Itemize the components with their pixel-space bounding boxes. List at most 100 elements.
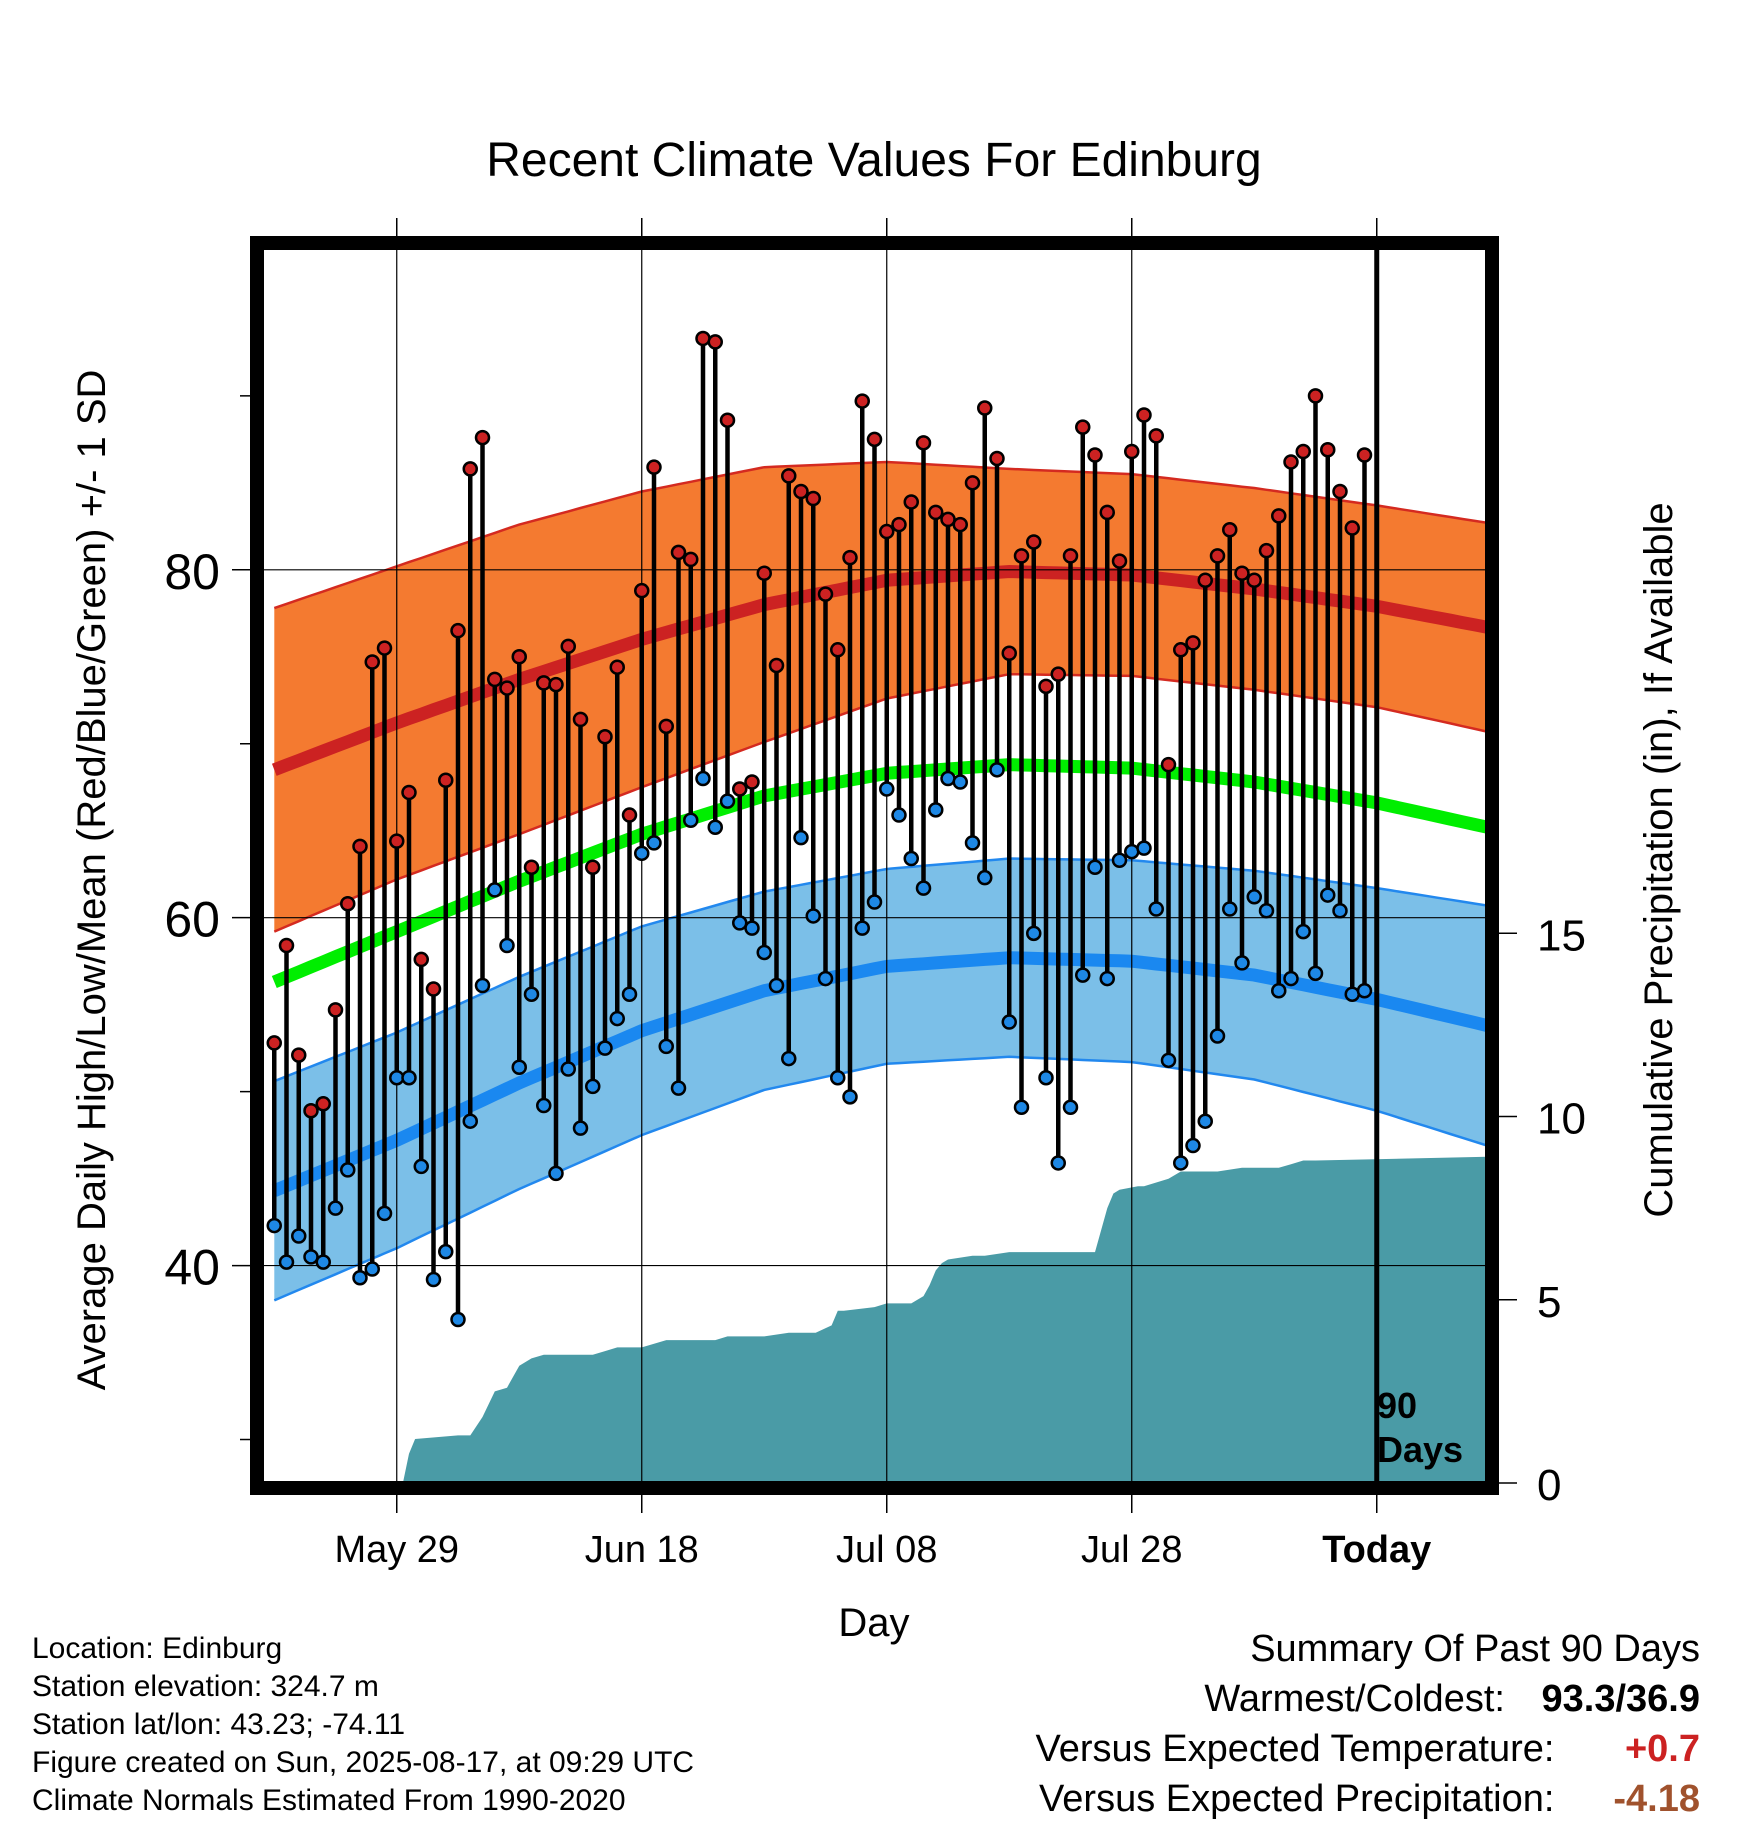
daily-high-point	[1111, 553, 1128, 569]
daily-high-point	[523, 859, 540, 875]
daily-high-point	[327, 1002, 344, 1018]
daily-high-point	[1246, 572, 1262, 588]
daily-high-point	[1356, 447, 1373, 463]
daily-high-point	[1136, 407, 1152, 423]
daily-high-point	[450, 622, 466, 639]
daily-high-point	[928, 504, 944, 521]
daily-high-point	[683, 551, 699, 568]
daily-low-point	[1160, 1052, 1177, 1069]
daily-low-point	[621, 986, 638, 1002]
daily-low-point	[1320, 887, 1336, 903]
daily-high-point	[719, 412, 736, 428]
daily-low-point	[658, 1038, 674, 1055]
daily-high-point	[462, 461, 478, 477]
axes-layer: May 29 Jun 18 Jul 08 Jul 28 Today 40 60 80 0 5 10 1…	[164, 218, 1586, 1571]
daily-low-point	[952, 774, 968, 790]
daily-high-point	[1062, 548, 1079, 564]
high-normal-line	[271, 564, 1487, 776]
y2-tick-label: 15	[1537, 911, 1586, 960]
normals-text: Climate Normals Estimated From 1990-2020	[32, 1784, 626, 1817]
daily-high-point	[401, 784, 417, 801]
daily-low-point	[781, 1050, 797, 1067]
daily-high-point	[793, 483, 809, 500]
elevation-text: Station elevation: 324.7 m	[32, 1670, 379, 1703]
daily-low-point	[1173, 1155, 1189, 1171]
daily-high-point	[303, 1103, 319, 1119]
daily-high-point	[315, 1096, 331, 1112]
daily-high-point	[756, 565, 772, 582]
summary-panel: Summary Of Past 90 Days Warmest/Coldest:…	[1036, 1624, 1700, 1824]
daily-high-point	[805, 490, 821, 507]
daily-high-point	[707, 334, 723, 350]
daily-low-point	[597, 1040, 613, 1056]
daily-high-point	[1001, 645, 1017, 662]
daily-high-point	[781, 468, 797, 484]
daily-low-point	[1062, 1099, 1079, 1116]
daily-low-point	[303, 1249, 319, 1265]
daily-high-point	[634, 582, 650, 599]
daily-low-point	[548, 1165, 564, 1182]
daily-low-point	[1258, 902, 1275, 919]
daily-high-point	[609, 659, 625, 675]
warm-cold-label: Warmest/Coldest:	[1204, 1678, 1505, 1720]
daily-low-point	[1344, 986, 1360, 1002]
daily-low-point	[1283, 970, 1299, 987]
location-text: Location: Edinburg	[32, 1632, 283, 1665]
daily-low-point	[634, 845, 650, 862]
daily-high-point	[646, 459, 662, 475]
daily-high-point	[1050, 666, 1066, 682]
daily-high-point	[278, 937, 295, 954]
daily-low-point	[609, 1010, 625, 1027]
daily-high-point	[915, 435, 932, 451]
temp-anomaly-label: Versus Expected Temperature:	[1035, 1728, 1555, 1770]
station-info: Location: Edinburg Station elevation: 32…	[32, 1630, 694, 1820]
daily-low-point	[1038, 1069, 1054, 1086]
daily-high-point	[1026, 534, 1042, 550]
daily-high-point	[474, 429, 491, 446]
daily-low-point	[499, 937, 515, 954]
daily-low-point	[964, 835, 981, 851]
daily-low-point	[585, 1078, 601, 1095]
daily-high-point	[1344, 520, 1360, 536]
daily-low-point	[866, 894, 883, 910]
daily-low-point	[1332, 902, 1348, 919]
daily-low-point	[830, 1069, 846, 1086]
low-sd-lower-edge	[273, 1055, 1487, 1302]
daily-high-point	[499, 680, 515, 696]
daily-high-point	[866, 431, 883, 448]
daily-low-point	[1307, 965, 1324, 982]
daily-low-point	[327, 1200, 344, 1216]
daily-high-point	[732, 781, 748, 797]
daily-high-point	[744, 774, 760, 790]
daily-high-point	[879, 523, 895, 540]
daily-high-point	[376, 640, 393, 656]
low-sd-upper-edge	[273, 857, 1487, 1083]
daily-low-point	[536, 1097, 552, 1114]
daily-high-point	[425, 981, 442, 997]
daily-high-point	[1209, 548, 1226, 564]
daily-low-point	[376, 1205, 393, 1222]
daily-low-point	[928, 802, 944, 818]
daily-high-point	[1124, 443, 1140, 460]
daily-low-point	[768, 977, 785, 994]
daily-low-point	[903, 850, 919, 867]
x-tick-label: Jul 08	[836, 1529, 937, 1571]
daily-low-point	[266, 1217, 282, 1234]
precip-area	[262, 1156, 1487, 1483]
daily-high-point	[1173, 642, 1189, 658]
daily-low-point	[915, 880, 932, 896]
daily-high-point	[1332, 483, 1348, 500]
daily-low-point	[1234, 955, 1250, 971]
daily-low-point	[1075, 967, 1091, 983]
y-tick-label: 80	[164, 544, 220, 600]
daily-low-point	[793, 829, 809, 846]
daily-low-point	[450, 1311, 466, 1328]
daily-low-point	[1001, 1014, 1017, 1030]
daily-low-point	[683, 812, 699, 829]
daily-low-point	[1185, 1137, 1201, 1154]
daily-low-point	[695, 770, 711, 787]
daily-high-point	[597, 729, 613, 745]
precip-anomaly-row: Versus Expected Precipitation: -4.18	[1036, 1774, 1700, 1824]
y2-tick-label: 10	[1537, 1095, 1586, 1144]
daily-high-point	[438, 772, 454, 789]
